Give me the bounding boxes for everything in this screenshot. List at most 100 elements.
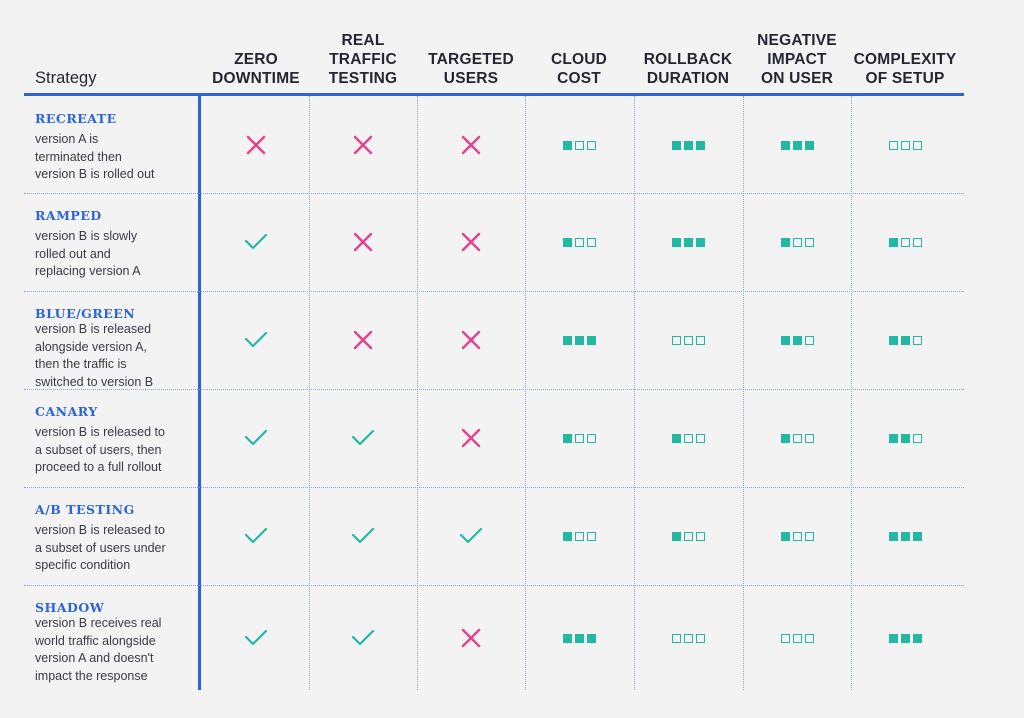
level-square [562,237,572,247]
level-square [780,237,790,247]
header-targeted-users: TARGETED USERS [411,22,531,88]
level-square [562,433,572,443]
level-square [888,237,898,247]
level-boxes [888,140,922,150]
cross-icon [441,325,501,355]
check-icon [333,423,393,453]
level-square [792,633,802,643]
column-divider [851,96,852,690]
description-line: version B is rolled out [35,167,155,181]
level-square [671,433,681,443]
level-boxes [562,140,596,150]
level-square [671,335,681,345]
cross-icon [441,227,501,257]
level-square [586,531,596,541]
row-divider [24,585,964,586]
level-square [780,531,790,541]
level-boxes [780,140,814,150]
level-indicator-rollback-duration [658,325,718,355]
level-boxes [888,433,922,443]
level-indicator-cloud-cost [549,423,609,453]
level-boxes [671,531,705,541]
level-square [912,237,922,247]
level-boxes [780,433,814,443]
level-indicator-complexity-of-setup [875,623,935,653]
column-divider [525,96,526,690]
description-line: rolled out and [35,246,111,261]
row-divider [24,291,964,292]
level-boxes [562,633,596,643]
level-square [888,531,898,541]
description-line: replacing version A [35,264,141,278]
strategy-column-divider [198,96,201,690]
header-line: CLOUD [550,51,608,68]
description-line: a subset of users under [35,540,166,555]
level-square [671,140,681,150]
cross-icon [441,423,501,453]
description-line: version B receives real [35,616,162,630]
level-square [562,140,572,150]
header-line: Strategy [35,69,97,87]
level-indicator-cloud-cost [549,130,609,160]
level-square [683,531,693,541]
strategy-name: SHADOW [35,600,105,615]
level-square [683,433,693,443]
description-line: proceed to a full rollout [35,460,162,474]
level-square [683,633,693,643]
level-indicator-complexity-of-setup [875,130,935,160]
cross-icon [441,623,501,653]
level-boxes [671,140,705,150]
level-boxes [888,237,922,247]
column-divider [743,96,744,690]
header-rollback-duration: ROLLBACK DURATION [628,22,748,88]
level-boxes [562,237,596,247]
header-cloud-cost: CLOUD COST [519,22,639,88]
level-square [900,335,910,345]
level-square [792,531,802,541]
level-indicator-cloud-cost [549,227,609,257]
header-real-traffic-testing: REAL TRAFFIC TESTING [303,22,423,88]
description-line: version B is released to [35,523,165,537]
level-square [900,433,910,443]
check-icon [333,623,393,653]
description-line: a subset of users, then [35,442,162,457]
level-square [888,433,898,443]
level-square [804,140,814,150]
description-line: specific condition [35,558,131,572]
check-icon [226,325,286,355]
level-indicator-cloud-cost [549,521,609,551]
level-square [804,237,814,247]
level-square [562,531,572,541]
strategy-description: version B is slowly rolled out and replaci… [35,228,195,281]
header-line: DURATION [646,70,730,87]
strategy-name: RAMPED [35,208,102,223]
description-line: impact the response [35,668,148,683]
level-square [671,237,681,247]
column-divider [309,96,310,690]
level-square [780,335,790,345]
header-zero-downtime: ZERO DOWNTIME [196,22,316,88]
level-square [586,633,596,643]
description-line: version B is slowly [35,229,138,243]
level-boxes [671,335,705,345]
level-square [912,335,922,345]
level-square [804,633,814,643]
level-indicator-negative-impact [767,423,827,453]
row-divider [24,193,964,194]
level-square [574,237,584,247]
cross-icon [441,130,501,160]
header-line: COST [557,70,601,87]
check-icon [226,623,286,653]
level-square [792,433,802,443]
level-boxes [562,335,596,345]
row-divider [24,487,964,488]
strategy-description: version B is released to a subset of user… [35,522,195,575]
level-indicator-cloud-cost [549,623,609,653]
level-square [888,140,898,150]
level-indicator-negative-impact [767,325,827,355]
header-line: USERS [443,70,499,87]
level-square [683,335,693,345]
header-negative-impact: NEGATIVE IMPACT ON USER [737,22,857,88]
strategy-description: version B is released to a subset of user… [35,424,195,477]
